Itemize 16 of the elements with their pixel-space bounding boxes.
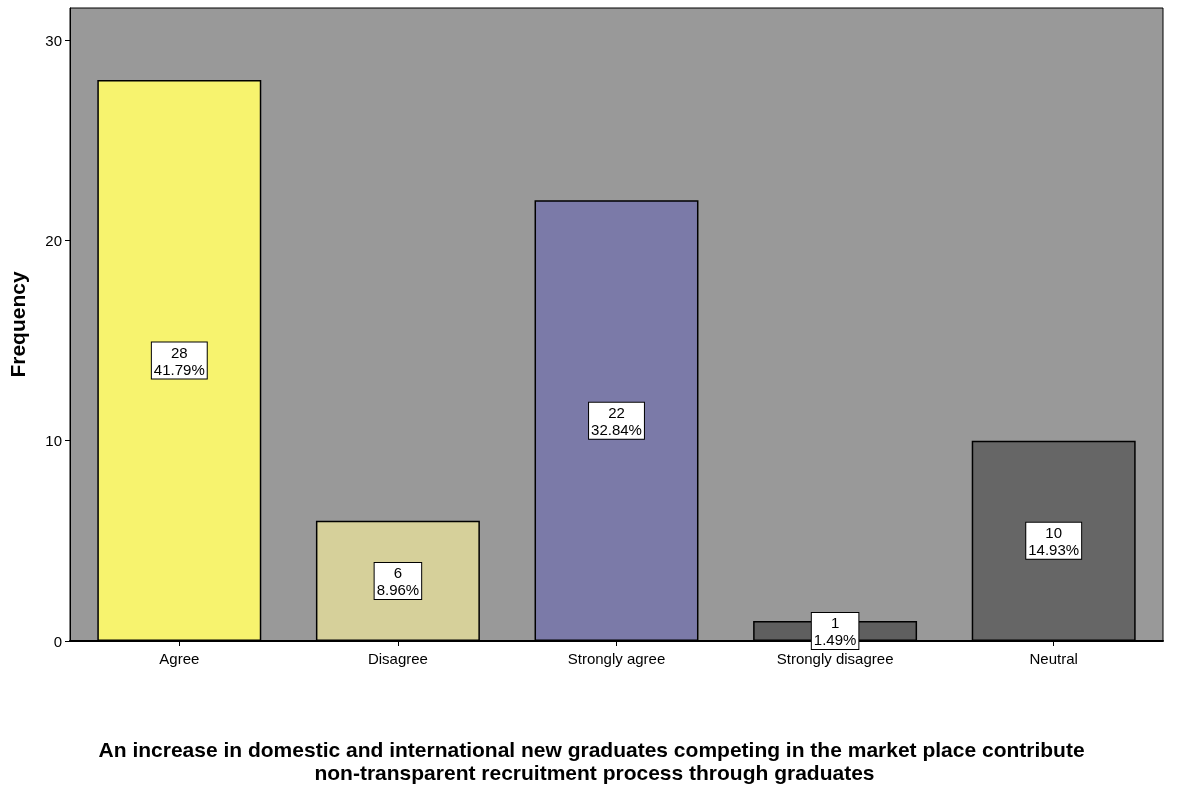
y-tick-label: 0 [53,632,62,650]
x-tick-label: Strongly agree [567,650,666,667]
x-tick-label: Strongly disagree [776,650,894,667]
x-axis-title: An increase in domestic and international new graduates competing in the market place contribute non-transparent recruitment process through graduates [98,738,1091,784]
y-axis-title: Frequency [6,271,29,378]
y-tick-label: 30 [45,31,62,49]
y-tick-label: 20 [45,231,62,249]
x-tick-label: Disagree [367,650,428,667]
data-label: 10 14.93% [1028,523,1080,558]
data-label: 28 41.79% [153,343,205,378]
data-label: 1 1.49% [813,613,857,648]
x-tick-label: Neutral [1029,650,1078,667]
data-label: 22 32.84% [591,403,642,438]
data-label: 6 8.96% [376,563,420,598]
x-tick-label: Agree [159,650,200,667]
y-tick-label: 10 [45,432,62,450]
